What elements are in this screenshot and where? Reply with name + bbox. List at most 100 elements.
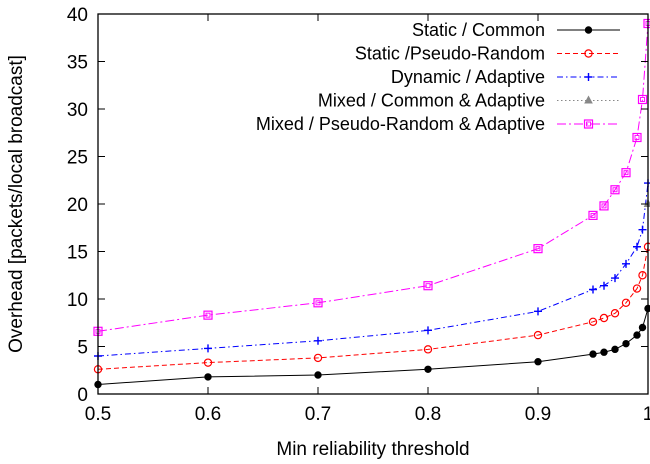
data-point	[534, 307, 542, 316]
data-point	[638, 323, 647, 332]
series-1	[94, 304, 650, 389]
data-point	[203, 310, 213, 320]
y-tick-label: 15	[67, 243, 88, 264]
data-point	[424, 326, 432, 335]
data-point-outer	[610, 185, 620, 195]
data-point	[632, 132, 642, 143]
y-tick-label: 10	[67, 290, 88, 311]
legend-entry-5: Mixed / Pseudo-Random & Adaptive	[256, 114, 620, 134]
data-point	[633, 331, 641, 339]
data-point	[423, 281, 433, 291]
data-point-inner	[205, 312, 211, 318]
legend-entry-4: Mixed / Common & Adaptive	[318, 91, 620, 111]
y-tick-label: 40	[67, 5, 88, 26]
data-point	[203, 358, 213, 367]
series-layer	[93, 18, 650, 389]
data-point	[588, 210, 598, 220]
data-point	[313, 298, 323, 308]
data-point-outer	[632, 132, 642, 143]
x-tick-label: 0.8	[415, 404, 441, 425]
data-point-outer	[588, 210, 598, 220]
y-tick-label: 25	[67, 148, 88, 169]
data-point	[610, 185, 620, 195]
data-point-inner	[640, 97, 645, 102]
data-point-inner	[535, 246, 541, 252]
legend-marker	[584, 26, 593, 34]
legend-label: Dynamic / Adaptive	[391, 67, 545, 87]
data-point	[638, 225, 647, 234]
data-point	[621, 298, 631, 307]
data-point	[622, 339, 630, 348]
legend-label: Mixed / Common & Adaptive	[318, 91, 545, 111]
data-point	[204, 373, 212, 381]
series-3	[94, 179, 650, 360]
data-point	[638, 271, 647, 280]
legend-label: Static /Pseudo-Random	[355, 44, 545, 64]
y-tick-label: 35	[67, 53, 88, 74]
data-point	[589, 350, 597, 358]
data-point	[204, 344, 212, 353]
x-tick-label: 0.5	[85, 404, 111, 425]
series-line	[97, 183, 649, 357]
data-point-inner	[315, 300, 321, 306]
legend-entry-2: Static /Pseudo-Random	[355, 44, 620, 64]
legend: Static / Common Static /Pseudo-Random Dyna…	[256, 20, 620, 134]
legend-marker	[583, 119, 594, 129]
legend-entry-3: Dynamic / Adaptive	[391, 67, 620, 87]
legend-label: Mixed / Pseudo-Random & Adaptive	[256, 114, 545, 134]
x-tick-label: 0.9	[525, 404, 551, 425]
legend-marker	[584, 95, 593, 104]
series-line	[97, 246, 649, 370]
axes-layer: 0 5 10 15 20 25 30 35 40 0.5 0.6 0.7 0.8 0.9 1	[67, 5, 650, 425]
x-axis-title: Min reliability threshold	[276, 439, 469, 460]
data-point	[600, 348, 608, 356]
data-point	[533, 330, 543, 340]
legend-entry-1: Static / Common	[412, 20, 620, 40]
data-point	[589, 285, 597, 294]
data-point-inner	[425, 283, 431, 289]
y-tick-label: 30	[67, 100, 88, 121]
data-point	[533, 244, 543, 254]
legend-marker	[584, 73, 593, 81]
y-axis-title: Overhead [packets/local broadcast]	[6, 55, 27, 353]
data-point	[314, 371, 322, 379]
data-point-outer	[313, 298, 323, 308]
data-point	[611, 345, 619, 354]
data-point	[424, 365, 432, 373]
data-point-outer	[599, 201, 609, 211]
data-point	[600, 281, 608, 290]
x-tick-label: 1	[643, 404, 650, 425]
data-point	[622, 259, 630, 268]
data-point-inner	[634, 135, 640, 140]
data-point-inner	[623, 170, 629, 176]
data-point-outer	[203, 310, 213, 320]
data-point	[633, 242, 641, 251]
y-tick-label: 5	[77, 338, 88, 359]
data-point	[534, 358, 542, 366]
x-tick-label: 0.6	[195, 404, 221, 425]
data-point-outer	[423, 281, 433, 291]
data-point-outer	[637, 94, 648, 105]
data-point	[313, 353, 323, 363]
legend-label: Static / Common	[412, 20, 545, 40]
x-tick-label: 0.7	[305, 404, 331, 425]
data-point	[314, 336, 322, 345]
data-point	[423, 345, 433, 354]
data-point-outer	[533, 244, 543, 254]
legend-marker-outer	[583, 119, 594, 129]
data-point	[599, 313, 609, 323]
data-point	[599, 201, 609, 211]
legend-marker-inner	[586, 121, 591, 127]
legend-marker	[584, 49, 593, 58]
data-point	[637, 94, 648, 105]
data-point	[621, 168, 631, 178]
data-point	[588, 317, 598, 326]
y-tick-label: 0	[77, 385, 88, 406]
data-point	[632, 284, 642, 293]
data-point	[610, 309, 620, 318]
data-point-inner	[612, 187, 618, 193]
data-point-inner	[601, 203, 607, 209]
y-tick-label: 20	[67, 195, 88, 216]
